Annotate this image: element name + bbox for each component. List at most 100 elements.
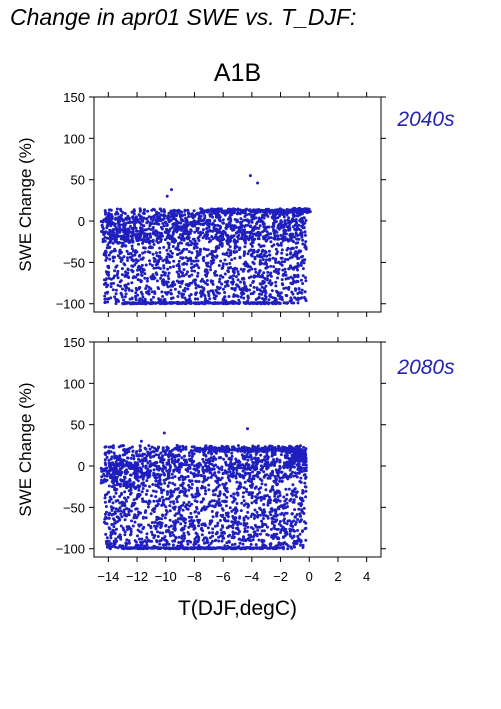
- data-point: [113, 486, 117, 490]
- data-point: [226, 511, 230, 515]
- data-point: [296, 518, 300, 521]
- data-point: [245, 529, 249, 533]
- data-point: [221, 264, 225, 268]
- data-point: [300, 224, 304, 228]
- data-point: [241, 542, 245, 546]
- data-point: [201, 457, 205, 461]
- data-point: [212, 227, 216, 231]
- data-point: [196, 465, 200, 468]
- data-point: [172, 301, 176, 305]
- data-point: [226, 234, 230, 237]
- data-point: [194, 293, 198, 296]
- data-point: [249, 210, 253, 214]
- panel-label: 2040s: [396, 108, 455, 131]
- data-point: [281, 236, 284, 240]
- data-point: [162, 245, 166, 249]
- data-point: [235, 502, 239, 505]
- data-point: [289, 236, 293, 240]
- data-point: [304, 476, 307, 480]
- data-point: [157, 258, 161, 262]
- data-point: [150, 521, 154, 525]
- data-point: [272, 514, 276, 518]
- data-point: [105, 236, 109, 240]
- data-point: [181, 444, 185, 448]
- data-point: [154, 266, 158, 270]
- data-point: [258, 282, 262, 286]
- data-point: [201, 497, 205, 501]
- data-point: [190, 445, 194, 449]
- data-point: [118, 226, 122, 230]
- data-point: [280, 278, 284, 282]
- data-point: [267, 258, 271, 262]
- data-point: [202, 477, 206, 481]
- data-point: [184, 256, 188, 260]
- data-point: [241, 290, 244, 294]
- data-point: [144, 466, 148, 470]
- data-point: [242, 282, 246, 286]
- data-point: [131, 449, 135, 453]
- data-point: [269, 513, 273, 517]
- data-point: [120, 504, 124, 507]
- data-point: [283, 219, 287, 223]
- data-point: [246, 458, 250, 462]
- data-point: [302, 261, 306, 265]
- data-point: [247, 493, 251, 496]
- data-point: [274, 270, 278, 274]
- data-point: [260, 519, 264, 523]
- data-point: [104, 258, 108, 262]
- data-point: [277, 468, 281, 471]
- data-point: [215, 524, 219, 528]
- data-point: [223, 291, 227, 294]
- data-point: [111, 259, 115, 263]
- data-point: [219, 528, 223, 532]
- data-point: [135, 216, 139, 220]
- data-point: [118, 535, 122, 538]
- data-point: [208, 297, 212, 301]
- data-point: [250, 501, 254, 505]
- data-point: [105, 256, 109, 260]
- data-point: [184, 298, 188, 302]
- data-point: [137, 523, 141, 527]
- data-point: [163, 453, 167, 456]
- data-point: [177, 453, 181, 457]
- data-point: [227, 254, 231, 258]
- data-point: [142, 216, 146, 220]
- data-point: [123, 223, 127, 227]
- data-point: [229, 237, 233, 241]
- data-point: [292, 534, 296, 538]
- data-point: [146, 220, 150, 223]
- data-point: [126, 495, 130, 499]
- data-point: [125, 486, 129, 490]
- data-point: [175, 270, 179, 274]
- data-point: [151, 450, 155, 453]
- data-point: [149, 298, 153, 302]
- data-point: [268, 495, 271, 499]
- data-point: [243, 530, 247, 534]
- data-point: [292, 519, 296, 523]
- data-point: [253, 508, 257, 512]
- data-point: [130, 297, 134, 301]
- data-point: [206, 505, 209, 509]
- data-point: [248, 288, 251, 292]
- scatter-points: [99, 427, 308, 551]
- data-point: [249, 283, 253, 287]
- data-point: [180, 534, 184, 538]
- data-point: [143, 511, 147, 514]
- data-point: [171, 476, 174, 480]
- data-point: [201, 465, 205, 469]
- data-point: [110, 485, 114, 489]
- data-point: [267, 225, 271, 229]
- data-point: [120, 491, 124, 495]
- data-point: [108, 527, 112, 531]
- data-point: [274, 535, 277, 539]
- data-point: [292, 280, 296, 284]
- data-point: [286, 276, 290, 280]
- data-point: [264, 239, 268, 243]
- data-point: [111, 446, 115, 450]
- data-point: [102, 218, 106, 222]
- data-point: [288, 209, 292, 213]
- data-point: [279, 504, 283, 508]
- data-point: [104, 281, 108, 285]
- data-point: [154, 453, 158, 457]
- data-point: [260, 529, 264, 533]
